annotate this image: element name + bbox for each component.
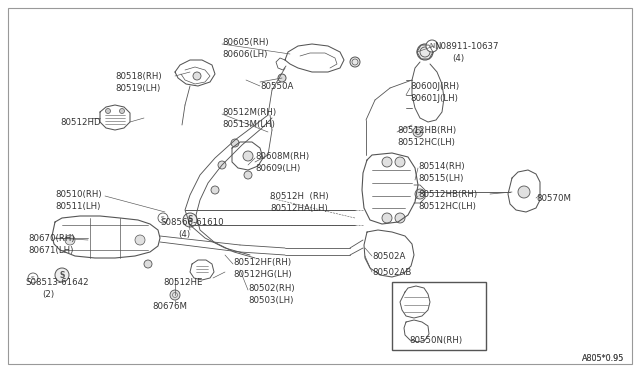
Circle shape [518,186,530,198]
Text: 80600J(RH): 80600J(RH) [410,82,459,91]
Text: 80502(RH): 80502(RH) [248,284,294,293]
Text: 80515(LH): 80515(LH) [418,174,463,183]
Circle shape [135,235,145,245]
Text: 80550A: 80550A [260,82,293,91]
Text: 80513M(LH): 80513M(LH) [222,120,275,129]
Text: 80609(LH): 80609(LH) [255,164,300,173]
Circle shape [382,213,392,223]
Circle shape [158,213,168,223]
Text: 80512M(RH): 80512M(RH) [222,108,276,117]
Circle shape [244,171,252,179]
Text: 80605(RH): 80605(RH) [222,38,269,47]
Text: 80512HG(LH): 80512HG(LH) [233,270,292,279]
Text: 80519(LH): 80519(LH) [115,84,160,93]
Circle shape [278,74,286,82]
Circle shape [413,127,423,137]
Circle shape [120,109,125,113]
Text: 80512HC(LH): 80512HC(LH) [397,138,455,147]
Text: 80512HF(RH): 80512HF(RH) [233,258,291,267]
Circle shape [395,157,405,167]
Circle shape [426,40,438,52]
Circle shape [28,273,38,283]
Circle shape [243,151,253,161]
Text: S: S [31,276,35,280]
Text: 80511(LH): 80511(LH) [55,202,100,211]
Text: S08513-61642: S08513-61642 [25,278,88,287]
Circle shape [231,139,239,147]
Text: 80512HC(LH): 80512HC(LH) [418,202,476,211]
Circle shape [350,57,360,67]
Circle shape [106,109,111,113]
Text: 80510(RH): 80510(RH) [55,190,102,199]
Text: N: N [429,43,435,49]
Text: N08911-10637: N08911-10637 [434,42,499,51]
Bar [392,282,486,350]
Circle shape [218,161,226,169]
Text: (4): (4) [452,54,464,63]
Text: S: S [188,215,193,224]
Circle shape [193,72,201,80]
Text: 80502AB: 80502AB [372,268,412,277]
Circle shape [183,213,197,227]
Text: S: S [161,215,165,221]
Circle shape [144,260,152,268]
Text: S08566-61610: S08566-61610 [160,218,223,227]
Circle shape [382,157,392,167]
Text: 80512HD: 80512HD [60,118,100,127]
Text: 80512HB(RH): 80512HB(RH) [397,126,456,135]
Text: 80550N(RH): 80550N(RH) [410,336,463,345]
Text: 80671(LH): 80671(LH) [28,246,74,255]
Text: 80514(RH): 80514(RH) [418,162,465,171]
Text: (2): (2) [42,290,54,299]
Circle shape [211,186,219,194]
Circle shape [65,235,75,245]
Text: 80601J(LH): 80601J(LH) [410,94,458,103]
Circle shape [170,290,180,300]
Text: 80512HA(LH): 80512HA(LH) [270,204,328,213]
Text: S: S [60,270,65,279]
Circle shape [415,189,425,199]
Text: 80503(LH): 80503(LH) [248,296,293,305]
Text: 80502A: 80502A [372,252,405,261]
Circle shape [395,213,405,223]
Text: 80518(RH): 80518(RH) [115,72,162,81]
Text: A805*0.95: A805*0.95 [582,354,625,363]
Circle shape [55,268,69,282]
Text: 80670(RH): 80670(RH) [28,234,75,243]
Text: 80676M: 80676M [152,302,187,311]
Text: 80608M(RH): 80608M(RH) [255,152,309,161]
Circle shape [417,44,433,60]
Text: 80512HB(RH): 80512HB(RH) [418,190,477,199]
Text: A805*0.95: A805*0.95 [582,354,625,363]
Text: 80512H  (RH): 80512H (RH) [270,192,328,201]
Text: (4): (4) [178,230,190,239]
Text: 80570M: 80570M [536,194,571,203]
Text: 80512HE: 80512HE [163,278,202,287]
Text: 80606(LH): 80606(LH) [222,50,268,59]
